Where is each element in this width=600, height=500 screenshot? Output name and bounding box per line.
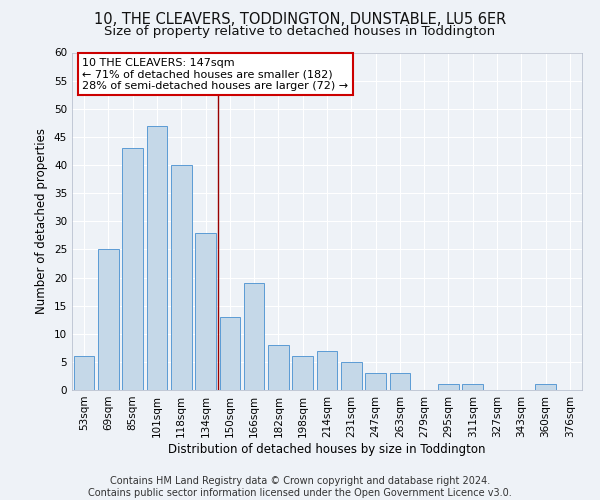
Bar [220,317,240,390]
Bar [171,165,191,390]
Bar [268,345,289,390]
Bar [365,373,386,390]
Bar [195,232,216,390]
Bar [98,250,119,390]
Bar [463,384,483,390]
Bar [317,350,337,390]
Bar [389,373,410,390]
Text: Contains HM Land Registry data © Crown copyright and database right 2024.
Contai: Contains HM Land Registry data © Crown c… [88,476,512,498]
Text: Size of property relative to detached houses in Toddington: Size of property relative to detached ho… [104,25,496,38]
Bar [535,384,556,390]
Bar [292,356,313,390]
Bar [122,148,143,390]
Y-axis label: Number of detached properties: Number of detached properties [35,128,49,314]
Text: 10, THE CLEAVERS, TODDINGTON, DUNSTABLE, LU5 6ER: 10, THE CLEAVERS, TODDINGTON, DUNSTABLE,… [94,12,506,28]
Text: 10 THE CLEAVERS: 147sqm
← 71% of detached houses are smaller (182)
28% of semi-d: 10 THE CLEAVERS: 147sqm ← 71% of detache… [82,58,349,91]
Bar [438,384,459,390]
Bar [341,362,362,390]
Bar [146,126,167,390]
X-axis label: Distribution of detached houses by size in Toddington: Distribution of detached houses by size … [168,442,486,456]
Bar [244,283,265,390]
Bar [74,356,94,390]
